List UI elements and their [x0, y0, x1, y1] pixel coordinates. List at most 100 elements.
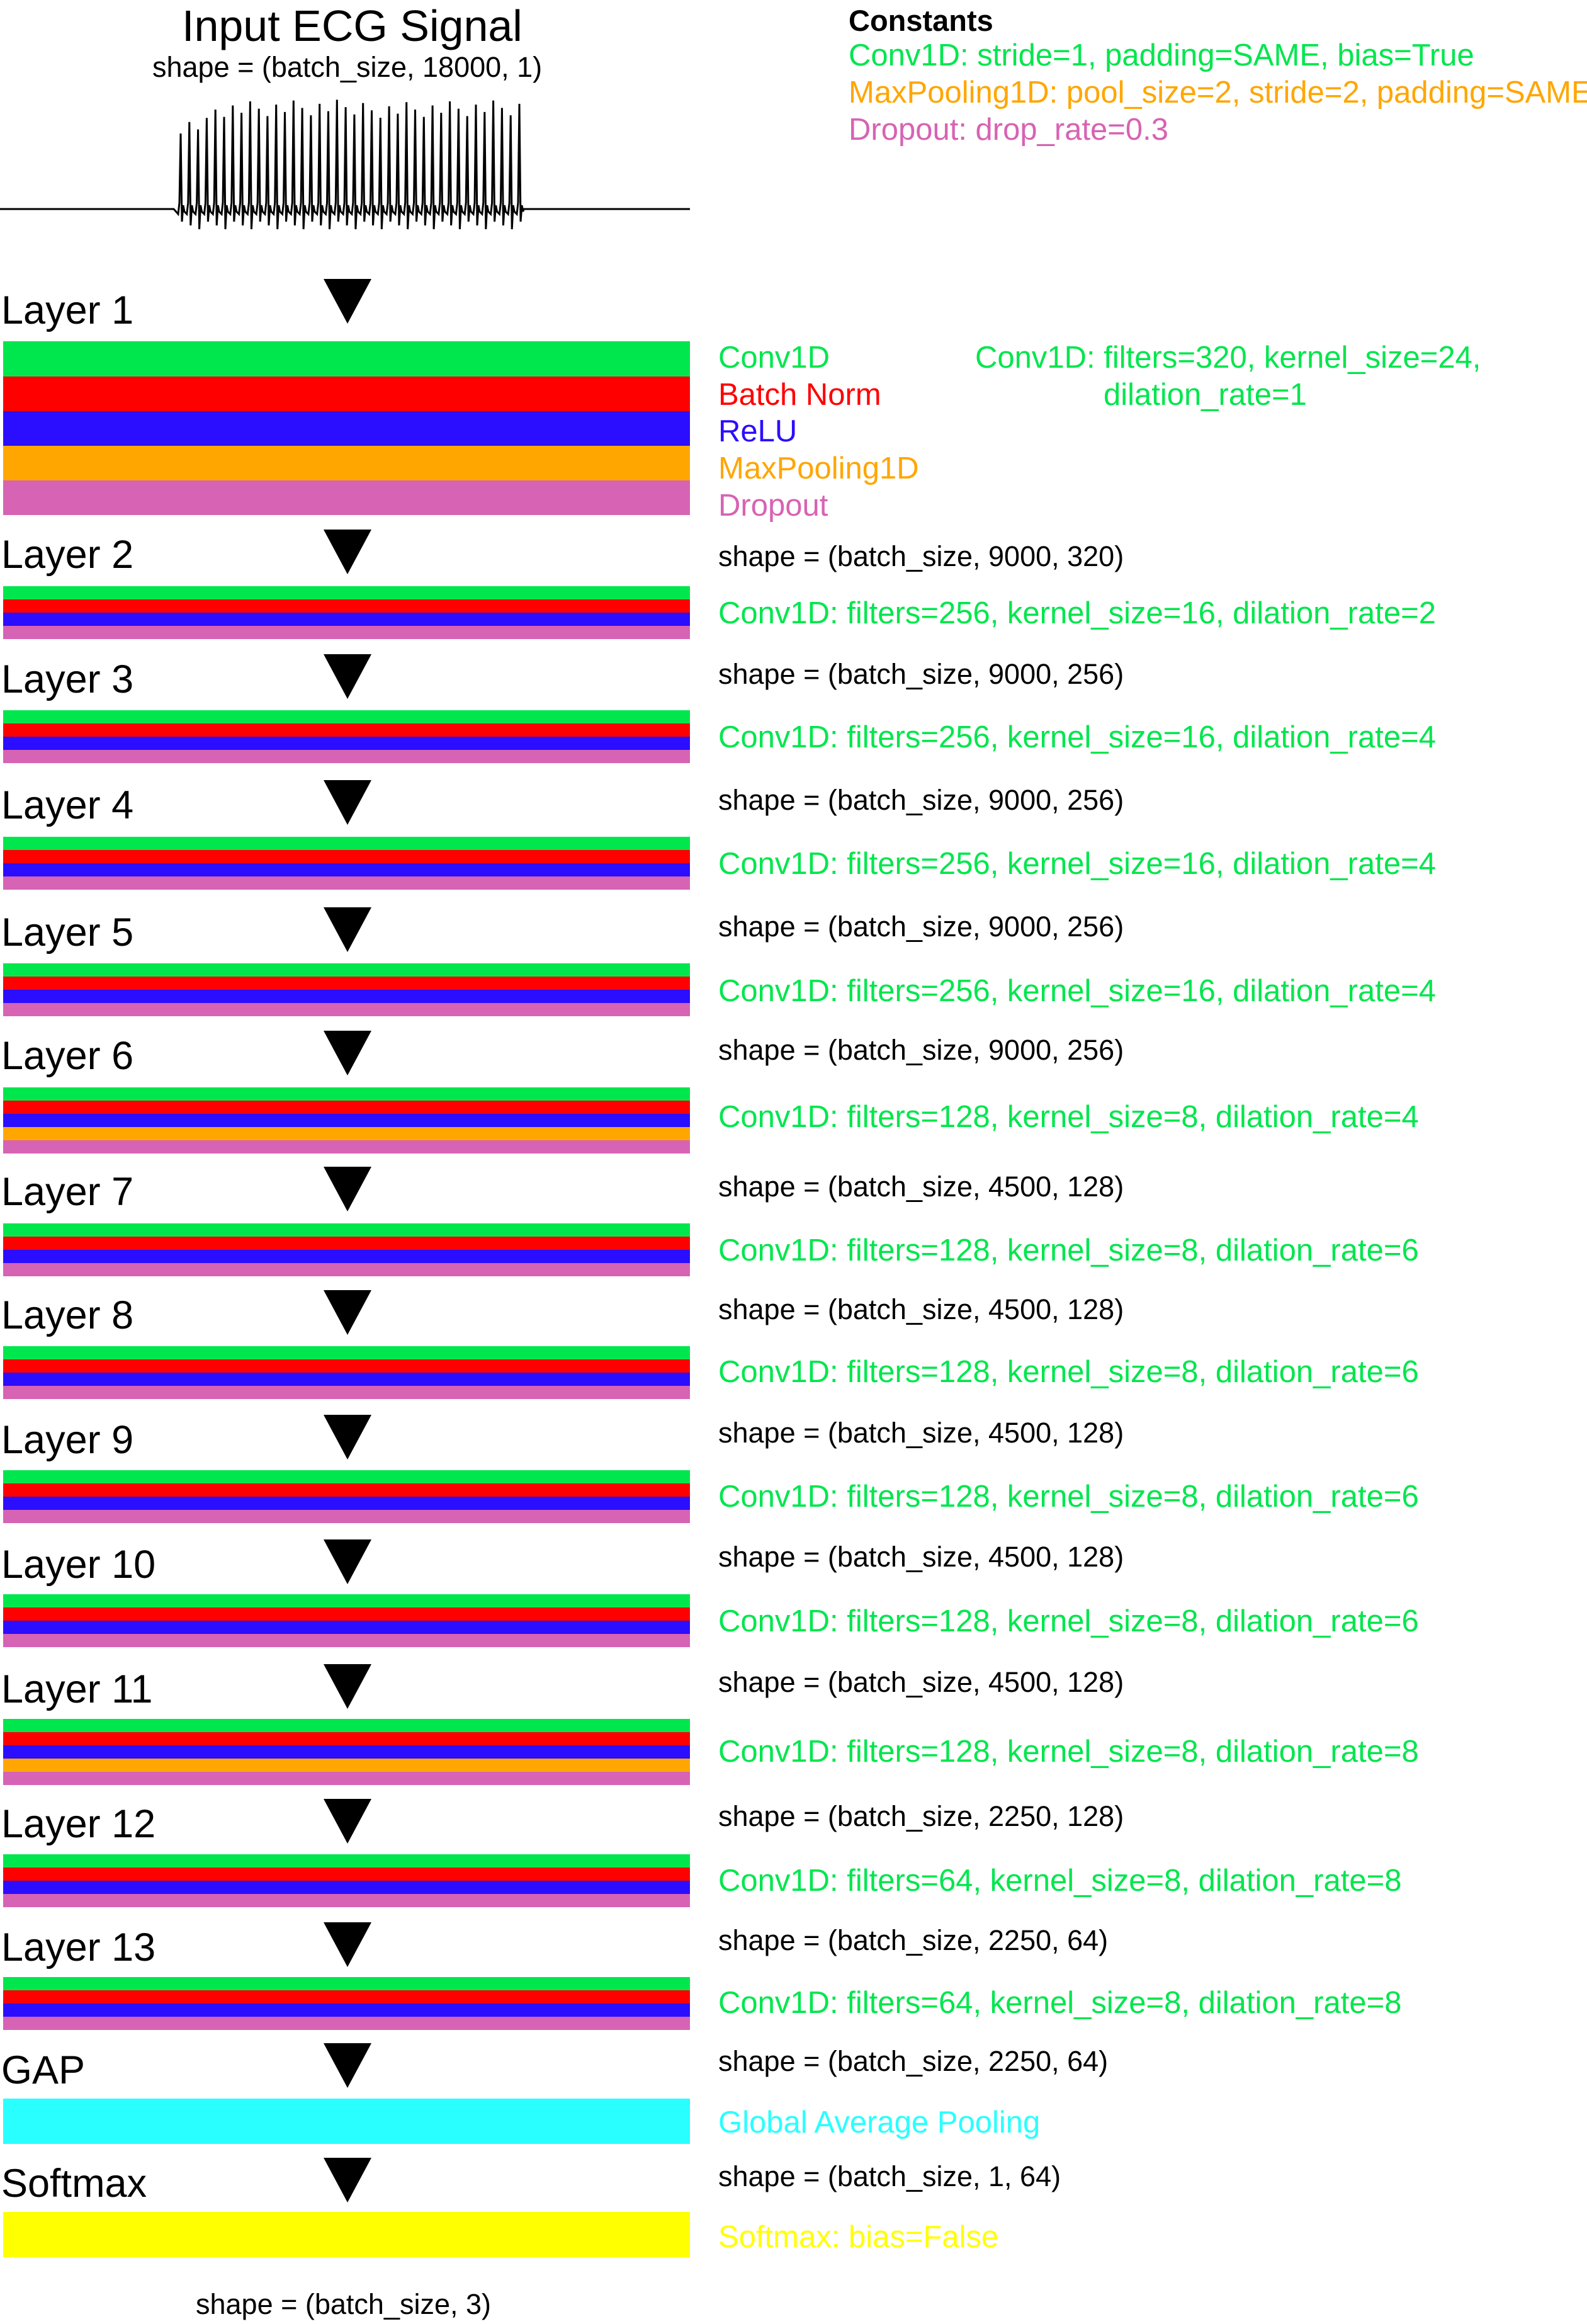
- layer-3-batchnorm-band: [3, 723, 690, 737]
- layer-4-dropout-band: [3, 876, 690, 890]
- arrow-down-icon: [324, 1664, 371, 1709]
- layer-9-name: Layer 9: [1, 1418, 134, 1462]
- layer-5-dropout-band: [3, 1003, 690, 1016]
- gap-block: [3, 2099, 690, 2144]
- legend-relu: ReLU: [718, 414, 798, 448]
- layer-1-params-line2: dilation_rate=1: [1104, 378, 1307, 412]
- softmax-name: Softmax: [1, 2162, 147, 2206]
- ecg-signal: [0, 99, 690, 230]
- layer-7-params: Conv1D: filters=128, kernel_size=8, dila…: [718, 1233, 1419, 1267]
- layer-10-dropout-band: [3, 1634, 690, 1647]
- legend-conv: Conv1D: [718, 341, 830, 375]
- layer-1-relu-band: [3, 411, 690, 446]
- layer-2-params: Conv1D: filters=256, kernel_size=16, dil…: [718, 596, 1436, 630]
- layer-10-batchnorm-band: [3, 1607, 690, 1621]
- arrow-down-icon: [324, 1415, 371, 1460]
- layer-6-input-shape: shape = (batch_size, 9000, 256): [718, 1034, 1124, 1066]
- layer-10-block: [3, 1594, 690, 1647]
- layer-5-block: [3, 963, 690, 1016]
- layer-12-batchnorm-band: [3, 1868, 690, 1881]
- arrow-down-icon: [324, 1539, 371, 1584]
- layer-1-conv-band: [3, 341, 690, 377]
- layer-5-relu-band: [3, 990, 690, 1003]
- layer-6-block: [3, 1087, 690, 1153]
- layer-1-block: [3, 341, 690, 515]
- arrow-down-icon: [324, 1167, 371, 1211]
- layer-12-relu-band: [3, 1881, 690, 1894]
- layer-7-batchnorm-band: [3, 1237, 690, 1250]
- legend-dropout: Dropout: [718, 489, 828, 523]
- layer-13-block: [3, 1977, 690, 2030]
- layer-8-params: Conv1D: filters=128, kernel_size=8, dila…: [718, 1355, 1419, 1389]
- layer-3-block: [3, 710, 690, 763]
- legend-batchnorm: Batch Norm: [718, 378, 881, 412]
- layer-5-input-shape: shape = (batch_size, 9000, 256): [718, 910, 1124, 943]
- arrow-down-icon: [324, 654, 371, 699]
- layer-3-relu-band: [3, 737, 690, 750]
- layer-13-input-shape: shape = (batch_size, 2250, 64): [718, 1924, 1109, 1956]
- layer-6-params: Conv1D: filters=128, kernel_size=8, dila…: [718, 1100, 1419, 1134]
- layer-4-input-shape: shape = (batch_size, 9000, 256): [718, 784, 1124, 816]
- legend-maxpool: MaxPooling1D: [718, 451, 919, 485]
- layer-6-relu-band: [3, 1114, 690, 1127]
- layer-12-name: Layer 12: [1, 1802, 156, 1846]
- gap-name: GAP: [1, 2048, 86, 2092]
- softmax-block: [3, 2212, 690, 2257]
- layer-8-relu-band: [3, 1373, 690, 1386]
- layer-12-params: Conv1D: filters=64, kernel_size=8, dilat…: [718, 1864, 1402, 1898]
- arrow-down-icon: [324, 2043, 371, 2088]
- gap-input-shape: shape = (batch_size, 2250, 64): [718, 2045, 1109, 2077]
- layer-4-params: Conv1D: filters=256, kernel_size=16, dil…: [718, 847, 1436, 881]
- input-title: Input ECG Signal: [182, 1, 522, 50]
- layer-4-name: Layer 4: [1, 783, 134, 827]
- layer-9-params: Conv1D: filters=128, kernel_size=8, dila…: [718, 1480, 1419, 1514]
- layer-9-input-shape: shape = (batch_size, 4500, 128): [718, 1417, 1124, 1449]
- layer-8-name: Layer 8: [1, 1293, 134, 1337]
- layer-8-dropout-band: [3, 1386, 690, 1399]
- layer-9-dropout-band: [3, 1510, 690, 1523]
- ecg-waveform: [0, 99, 690, 230]
- layer-2-block: [3, 586, 690, 639]
- constants-dropout: Dropout: drop_rate=0.3: [849, 113, 1169, 147]
- layer-7-name: Layer 7: [1, 1170, 134, 1214]
- layer-9-relu-band: [3, 1497, 690, 1510]
- constants-maxpool: MaxPooling1D: pool_size=2, stride=2, pad…: [849, 76, 1587, 110]
- layer-2-conv-band: [3, 586, 690, 599]
- layer-3-params: Conv1D: filters=256, kernel_size=16, dil…: [718, 720, 1436, 754]
- layer-6-conv-band: [3, 1087, 690, 1101]
- layer-12-block: [3, 1854, 690, 1907]
- layer-10-input-shape: shape = (batch_size, 4500, 128): [718, 1541, 1124, 1573]
- layer-11-params: Conv1D: filters=128, kernel_size=8, dila…: [718, 1735, 1419, 1769]
- layer-7-conv-band: [3, 1223, 690, 1237]
- layer-5-name: Layer 5: [1, 910, 134, 955]
- layer-7-dropout-band: [3, 1263, 690, 1276]
- layer-11-name: Layer 11: [1, 1667, 153, 1711]
- layer-3-name: Layer 3: [1, 657, 134, 701]
- layer-5-conv-band: [3, 963, 690, 977]
- layer-2-dropout-band: [3, 626, 690, 639]
- layer-8-block: [3, 1346, 690, 1399]
- layer-12-dropout-band: [3, 1894, 690, 1907]
- layer-5-params: Conv1D: filters=256, kernel_size=16, dil…: [718, 974, 1436, 1008]
- layer-10-relu-band: [3, 1621, 690, 1634]
- layer-3-input-shape: shape = (batch_size, 9000, 256): [718, 658, 1124, 690]
- layer-8-input-shape: shape = (batch_size, 4500, 128): [718, 1293, 1124, 1325]
- arrow-down-icon: [324, 530, 371, 574]
- layer-10-conv-band: [3, 1594, 690, 1607]
- layer-12-conv-band: [3, 1854, 690, 1868]
- constants-title: Constants: [849, 4, 993, 37]
- layer-13-batchnorm-band: [3, 1990, 690, 2004]
- layer-12-input-shape: shape = (batch_size, 2250, 128): [718, 1800, 1124, 1832]
- layer-8-conv-band: [3, 1346, 690, 1359]
- layer-11-dropout-band: [3, 1772, 690, 1785]
- layer-13-conv-band: [3, 1977, 690, 1990]
- layer-5-batchnorm-band: [3, 977, 690, 990]
- layer-3-dropout-band: [3, 750, 690, 763]
- layer-11-conv-band: [3, 1719, 690, 1732]
- output-shape: shape = (batch_size, 3): [196, 2288, 492, 2320]
- input-shape: shape = (batch_size, 18000, 1): [152, 51, 543, 83]
- layer-2-relu-band: [3, 613, 690, 626]
- layer-7-input-shape: shape = (batch_size, 4500, 128): [718, 1171, 1124, 1203]
- layer-11-relu-band: [3, 1745, 690, 1759]
